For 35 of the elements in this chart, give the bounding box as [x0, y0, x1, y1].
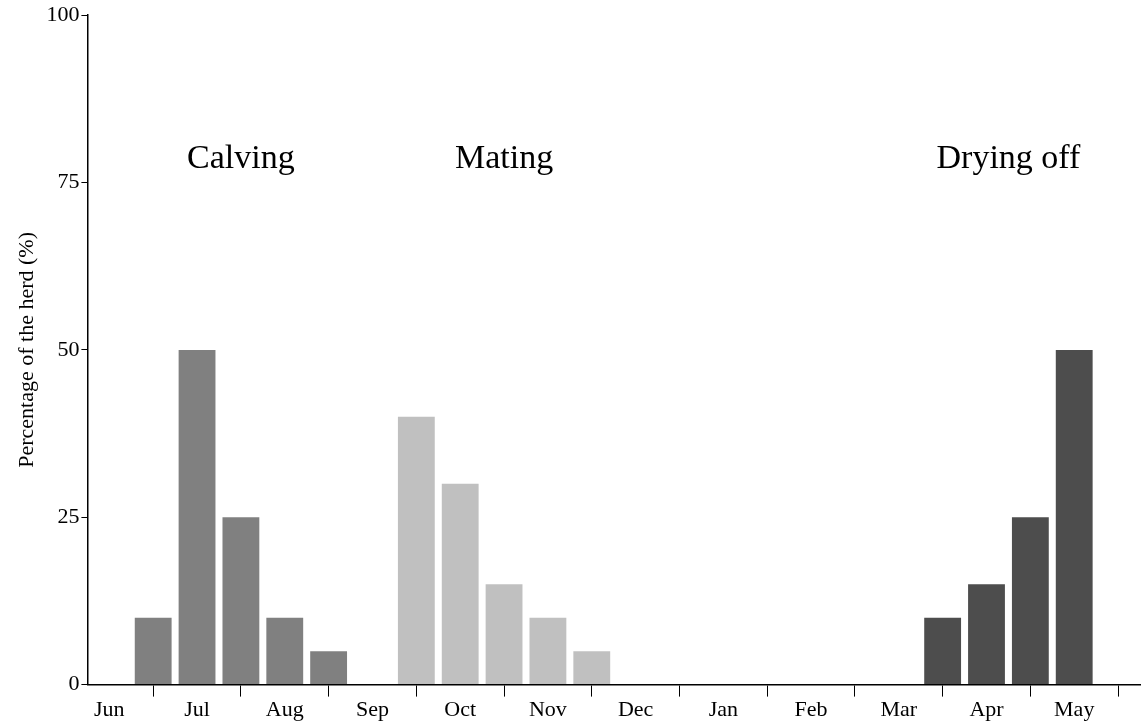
bar	[1055, 349, 1093, 685]
y-tick-label: 25	[57, 503, 80, 529]
y-tick-label: 0	[68, 670, 80, 696]
bar	[968, 584, 1005, 685]
annotation: Mating	[454, 138, 554, 176]
y-tick-label: 50	[57, 335, 80, 361]
annotation: Calving	[187, 138, 295, 176]
annotation: Drying off	[936, 138, 1082, 176]
bar	[924, 617, 962, 685]
x-tick-label: Jun	[94, 695, 125, 721]
bar	[1011, 517, 1049, 685]
y-axis-title: Percentage of the herd (%)	[12, 232, 38, 468]
x-tick-label: Feb	[794, 695, 828, 721]
bar	[178, 349, 216, 685]
bar	[485, 584, 523, 685]
x-tick-label: Nov	[528, 695, 567, 721]
x-tick-label: Oct	[444, 695, 477, 721]
bar	[573, 651, 611, 685]
bar	[529, 617, 567, 685]
y-tick-label: 100	[46, 0, 80, 26]
x-tick-label: Mar	[880, 695, 918, 721]
x-tick-label: Apr	[969, 695, 1005, 721]
bar	[441, 483, 479, 685]
bar	[222, 517, 260, 685]
y-tick-label: 75	[57, 168, 80, 194]
x-tick-label: Jul	[184, 695, 210, 721]
bar	[134, 617, 172, 685]
bar	[397, 416, 435, 685]
x-tick-label: Dec	[617, 695, 654, 721]
x-tick-label: May	[1054, 695, 1095, 721]
bar	[266, 617, 304, 685]
bar	[310, 651, 348, 685]
x-tick-label: Sep	[355, 695, 389, 721]
x-tick-label: Aug	[265, 695, 304, 721]
x-tick-label: Jan	[708, 695, 739, 721]
